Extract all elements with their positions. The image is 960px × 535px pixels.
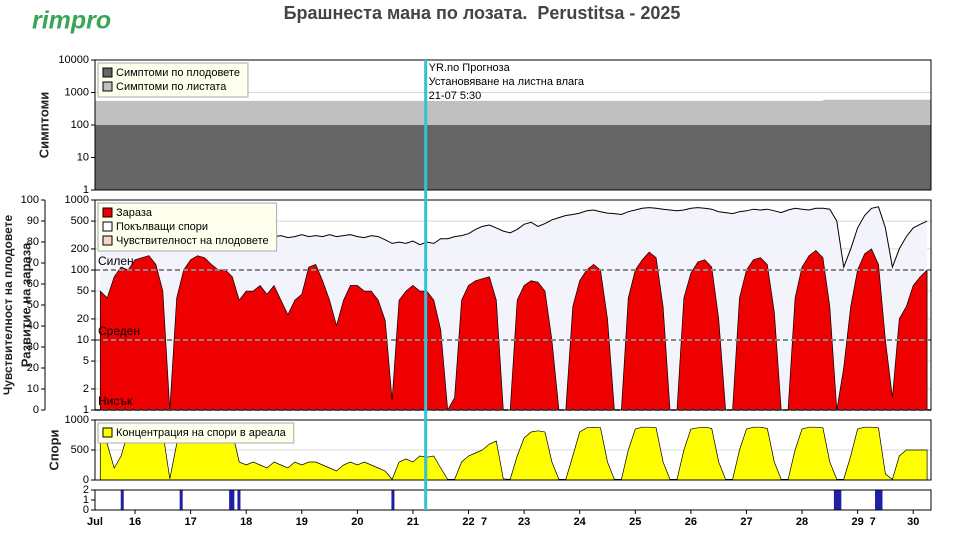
x-tick-label: 22 <box>462 516 474 528</box>
legend-entry: Симптоми по листата <box>116 81 227 93</box>
plot-area <box>95 490 931 510</box>
y-tick-label: 5 <box>83 355 89 367</box>
y2-tick-label: 0 <box>33 404 39 416</box>
area <box>99 425 928 481</box>
legend-entry: Концентрация на спори в ареала <box>116 427 287 439</box>
logo: rimpro <box>32 7 111 35</box>
level-label: Силен <box>98 254 134 268</box>
y-tick-label: 100 <box>71 119 89 131</box>
bar <box>229 490 233 510</box>
x-tick-label: 29 <box>852 516 864 528</box>
legend-swatch <box>102 235 113 246</box>
area <box>95 125 931 190</box>
legend-swatch <box>102 207 113 218</box>
y2-tick-label: 20 <box>27 362 39 374</box>
y-tick-label: 200 <box>71 243 89 255</box>
x-marker-label: 7 <box>481 516 487 528</box>
y-axis-label: Спори <box>46 429 61 470</box>
legend-swatch <box>102 67 113 78</box>
y-tick-label: 1000 <box>65 86 89 98</box>
legend-box <box>97 62 249 98</box>
x-tick-label: 19 <box>296 516 308 528</box>
y-tick-label: 10 <box>77 334 89 346</box>
y2-tick-label: 90 <box>27 215 39 227</box>
chart-title: Брашнеста мана по лозата. Perustitsa - 2… <box>284 3 681 23</box>
x-tick-label: 21 <box>407 516 419 528</box>
y2-tick-label: 100 <box>21 194 39 206</box>
x-tick-label: 20 <box>351 516 363 528</box>
y-axis-label: Симптоми <box>36 92 51 158</box>
y2-axis-label: Чувствителност на плодовете <box>1 215 15 396</box>
bar <box>231 490 235 510</box>
bar <box>836 490 840 510</box>
x-tick-label: 26 <box>685 516 697 528</box>
y-tick-label: 0 <box>83 504 89 516</box>
plot-frame <box>94 489 932 511</box>
legend-entry: Чувствителност на плодовете <box>116 235 269 247</box>
annotation-text: 21-07 5:30 <box>429 90 482 102</box>
y2-tick-label: 30 <box>27 341 39 353</box>
y-tick-label: 50 <box>77 285 89 297</box>
legend-entry: Зараза <box>116 207 153 219</box>
bar <box>879 490 883 510</box>
x-tick-label: 16 <box>129 516 141 528</box>
y2-tick-label: 80 <box>27 236 39 248</box>
legend-swatch <box>102 427 113 438</box>
x-tick-label: 25 <box>629 516 641 528</box>
legend-swatch <box>102 81 113 92</box>
y-tick-label: 1000 <box>65 414 89 426</box>
x-tick-label: 24 <box>574 516 587 528</box>
x-tick-label: 18 <box>240 516 252 528</box>
annotation-text: YR.no Прогноза <box>429 62 511 74</box>
y-tick-label: 1 <box>83 404 89 416</box>
plot-frame <box>94 199 932 411</box>
y-tick-label: 1 <box>83 184 89 196</box>
y-tick-label: 0 <box>83 474 89 486</box>
y-axis-label: Развитие на зараза <box>18 242 33 367</box>
level-label: Нисък <box>98 394 133 408</box>
bar <box>875 490 879 510</box>
area <box>99 248 928 412</box>
x-month-label: Jul <box>87 516 103 528</box>
plot-frame <box>94 59 932 191</box>
x-tick-label: 28 <box>796 516 808 528</box>
y-tick-label: 2 <box>83 484 89 496</box>
bar <box>120 490 124 510</box>
bar <box>179 490 183 510</box>
y-tick-label: 10 <box>77 151 89 163</box>
x-marker-label: 7 <box>870 516 876 528</box>
y-tick-label: 1000 <box>65 194 89 206</box>
y2-tick-label: 50 <box>27 299 39 311</box>
y2-tick-label: 10 <box>27 383 39 395</box>
y-tick-label: 10000 <box>58 54 89 66</box>
x-tick-label: 30 <box>907 516 919 528</box>
y-tick-label: 1 <box>83 494 89 506</box>
y2-tick-label: 60 <box>27 278 39 290</box>
y-tick-label: 100 <box>71 264 89 276</box>
bar <box>391 490 395 510</box>
legend-box <box>97 202 278 252</box>
y-tick-label: 20 <box>77 313 89 325</box>
level-label: Среден <box>98 324 140 338</box>
bar <box>833 490 837 510</box>
y-tick-label: 2 <box>83 383 89 395</box>
bar <box>838 490 842 510</box>
legend-entry: Покълващи спори <box>116 221 208 233</box>
bar <box>237 490 241 510</box>
y2-tick-label: 40 <box>27 320 39 332</box>
plot-frame <box>94 419 932 481</box>
y-tick-label: 500 <box>71 444 89 456</box>
legend-swatch <box>102 221 113 232</box>
x-tick-label: 23 <box>518 516 530 528</box>
bar <box>877 490 881 510</box>
legend-box <box>97 422 295 444</box>
x-tick-label: 17 <box>184 516 196 528</box>
annotation-text: Установяване на листна влага <box>429 76 585 88</box>
x-tick-label: 27 <box>740 516 752 528</box>
legend-entry: Симптоми по плодовете <box>116 67 240 79</box>
y2-tick-label: 70 <box>27 257 39 269</box>
y-tick-label: 500 <box>71 215 89 227</box>
